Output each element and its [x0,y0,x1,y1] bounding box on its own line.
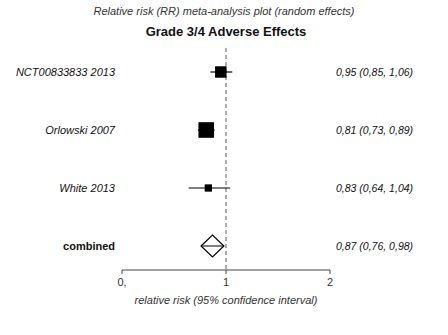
x-tick-label: 2 [327,276,333,288]
x-tick [226,270,227,274]
x-tick [122,270,123,274]
study-name: NCT00833833 2013 [16,66,116,78]
study-square [215,66,226,77]
x-tick-label: 1 [223,276,229,288]
value-label: 0,83 (0,64, 1,04) [336,182,413,194]
plot-area [189,48,233,270]
value-label: 0,81 (0,73, 0,89) [336,124,413,136]
combined-diamond [201,235,224,257]
value-label: 0,87 (0,76, 0,98) [336,240,413,252]
reference-line [226,48,227,270]
study-name: White 2013 [59,182,116,194]
ci-line [201,246,224,247]
study-name: Orlowski 2007 [45,124,116,136]
value-label: 0,95 (0,85, 1,06) [336,66,413,78]
x-tick-label: 0, [117,276,126,288]
study-name: combined [63,240,115,252]
subtitle: Relative risk (RR) meta-analysis plot (r… [93,5,354,17]
x-axis-label: relative risk (95% confidence interval) [135,294,318,306]
forest-plot: Relative risk (RR) meta-analysis plot (r… [0,0,448,335]
study-square [198,122,214,138]
study-square [205,184,212,191]
title: Grade 3/4 Adverse Effects [146,24,307,39]
x-tick [330,270,331,274]
